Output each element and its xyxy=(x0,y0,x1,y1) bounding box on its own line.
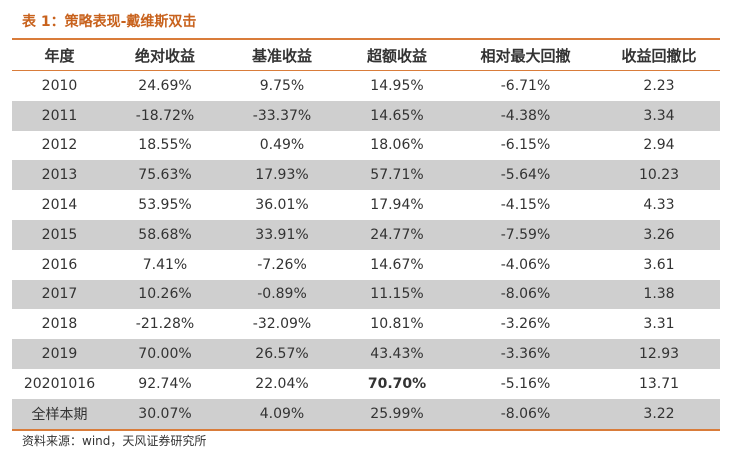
header-relative-max-drawdown: 相对最大回撤 xyxy=(480,46,571,65)
cell-absolute-return: 7.41% xyxy=(142,256,188,273)
table-row: 2010 24.69% 9.75% 14.95% -6.71% 2.23 xyxy=(12,71,720,101)
table-caption: 表 1：策略表现-戴维斯双击 xyxy=(22,14,197,30)
cell-absolute-return: -21.28% xyxy=(135,316,195,333)
cell-excess-return: 14.95% xyxy=(370,77,424,94)
cell-excess-return: 14.67% xyxy=(370,256,424,273)
cell-benchmark-return: -7.26% xyxy=(257,256,307,273)
performance-table: 年度 绝对收益 基准收益 超额收益 相对最大回撤 收益回撤比 2010 24.6… xyxy=(12,38,720,431)
table-row: 2011 -18.72% -33.37% 14.65% -4.38% 3.34 xyxy=(12,100,720,131)
table-row-total: 全样本期 30.07% 4.09% 25.99% -8.06% 3.22 xyxy=(12,398,720,429)
cell-year: 2010 xyxy=(41,77,78,94)
cell-benchmark-return: 36.01% xyxy=(255,197,309,214)
cell-return-drawdown-ratio: 4.33 xyxy=(643,197,675,214)
cell-excess-return: 25.99% xyxy=(370,405,424,422)
cell-return-drawdown-ratio: 3.26 xyxy=(643,226,675,243)
cell-return-drawdown-ratio: 12.93 xyxy=(638,346,680,363)
cell-year: 2015 xyxy=(41,226,78,243)
cell-year: 2018 xyxy=(41,316,78,333)
header-absolute-return: 绝对收益 xyxy=(134,46,195,65)
header-benchmark-return: 基准收益 xyxy=(251,46,312,65)
cell-excess-return: 24.77% xyxy=(370,226,424,243)
cell-relative-max-drawdown: -4.06% xyxy=(500,256,551,273)
cell-absolute-return: -18.72% xyxy=(135,107,195,124)
cell-benchmark-return: 0.49% xyxy=(259,137,305,154)
cell-benchmark-return: 22.04% xyxy=(255,375,309,392)
cell-year: 2011 xyxy=(41,107,78,124)
table-row: 2016 7.41% -7.26% 14.67% -4.06% 3.61 xyxy=(12,250,720,280)
cell-benchmark-return: 17.93% xyxy=(255,167,309,184)
cell-return-drawdown-ratio: 13.71 xyxy=(638,375,680,392)
cell-return-drawdown-ratio: 3.22 xyxy=(643,405,675,422)
cell-return-drawdown-ratio: 1.38 xyxy=(643,286,675,303)
cell-benchmark-return: -32.09% xyxy=(252,316,312,333)
cell-benchmark-return: -0.89% xyxy=(257,286,307,303)
cell-excess-return: 11.15% xyxy=(370,286,424,303)
header-excess-return: 超额收益 xyxy=(366,46,427,65)
cell-benchmark-return: 33.91% xyxy=(255,226,309,243)
cell-return-drawdown-ratio: 3.31 xyxy=(643,316,675,333)
cell-relative-max-drawdown: -5.16% xyxy=(500,375,551,392)
table-row: 2018 -21.28% -32.09% 10.81% -3.26% 3.31 xyxy=(12,309,720,339)
cell-absolute-return: 10.26% xyxy=(138,286,192,303)
cell-return-drawdown-ratio: 2.23 xyxy=(643,77,675,94)
table-row: 2013 75.63% 17.93% 57.71% -5.64% 10.23 xyxy=(12,160,720,191)
cell-year: 20201016 xyxy=(23,375,96,392)
cell-return-drawdown-ratio: 3.34 xyxy=(643,107,675,124)
cell-relative-max-drawdown: -8.06% xyxy=(500,405,551,422)
cell-relative-max-drawdown: -8.06% xyxy=(500,286,551,303)
cell-year: 2016 xyxy=(41,256,78,273)
cell-relative-max-drawdown: -5.64% xyxy=(500,167,551,184)
cell-excess-return: 43.43% xyxy=(370,346,424,363)
cell-excess-return: 17.94% xyxy=(370,197,424,214)
table-row: 20201016 92.74% 22.04% 70.70% -5.16% 13.… xyxy=(12,369,720,399)
table-row: 2014 53.95% 36.01% 17.94% -4.15% 4.33 xyxy=(12,190,720,220)
table-header-row: 年度 绝对收益 基准收益 超额收益 相对最大回撤 收益回撤比 xyxy=(12,40,720,71)
cell-excess-return: 57.71% xyxy=(370,167,424,184)
cell-return-drawdown-ratio: 2.94 xyxy=(643,137,675,154)
cell-relative-max-drawdown: -7.59% xyxy=(500,226,551,243)
cell-year: 2017 xyxy=(41,286,78,303)
cell-absolute-return: 75.63% xyxy=(138,167,192,184)
cell-excess-return: 70.70% xyxy=(367,375,427,392)
cell-absolute-return: 58.68% xyxy=(138,226,192,243)
table-row: 2015 58.68% 33.91% 24.77% -7.59% 3.26 xyxy=(12,219,720,250)
cell-year: 2014 xyxy=(41,197,78,214)
cell-excess-return: 10.81% xyxy=(370,316,424,333)
cell-absolute-return: 30.07% xyxy=(138,405,192,422)
table-row: 2017 10.26% -0.89% 11.15% -8.06% 1.38 xyxy=(12,279,720,310)
cell-absolute-return: 92.74% xyxy=(138,375,192,392)
cell-benchmark-return: -33.37% xyxy=(252,107,312,124)
header-return-drawdown-ratio: 收益回撤比 xyxy=(621,46,697,65)
cell-benchmark-return: 26.57% xyxy=(255,346,309,363)
cell-relative-max-drawdown: -3.36% xyxy=(500,346,551,363)
cell-relative-max-drawdown: -4.15% xyxy=(500,197,551,214)
cell-absolute-return: 53.95% xyxy=(138,197,192,214)
cell-return-drawdown-ratio: 10.23 xyxy=(638,167,680,184)
table-row: 2012 18.55% 0.49% 18.06% -6.15% 2.94 xyxy=(12,131,720,161)
cell-relative-max-drawdown: -6.71% xyxy=(500,77,551,94)
cell-excess-return: 14.65% xyxy=(370,107,424,124)
cell-absolute-return: 70.00% xyxy=(138,346,192,363)
cell-year: 全样本期 xyxy=(31,406,88,423)
cell-year: 2013 xyxy=(41,167,78,184)
cell-benchmark-return: 9.75% xyxy=(259,77,305,94)
cell-year: 2019 xyxy=(41,346,78,363)
cell-absolute-return: 18.55% xyxy=(138,137,192,154)
cell-relative-max-drawdown: -6.15% xyxy=(500,137,551,154)
cell-return-drawdown-ratio: 3.61 xyxy=(643,256,675,273)
header-year: 年度 xyxy=(44,46,75,65)
cell-relative-max-drawdown: -3.26% xyxy=(500,316,551,333)
cell-excess-return: 18.06% xyxy=(370,137,424,154)
table-row: 2019 70.00% 26.57% 43.43% -3.36% 12.93 xyxy=(12,339,720,369)
cell-absolute-return: 24.69% xyxy=(138,77,192,94)
cell-relative-max-drawdown: -4.38% xyxy=(500,107,551,124)
cell-year: 2012 xyxy=(41,137,78,154)
source-note: 资料来源：wind，天风证券研究所 xyxy=(22,434,207,448)
cell-benchmark-return: 4.09% xyxy=(259,405,305,422)
